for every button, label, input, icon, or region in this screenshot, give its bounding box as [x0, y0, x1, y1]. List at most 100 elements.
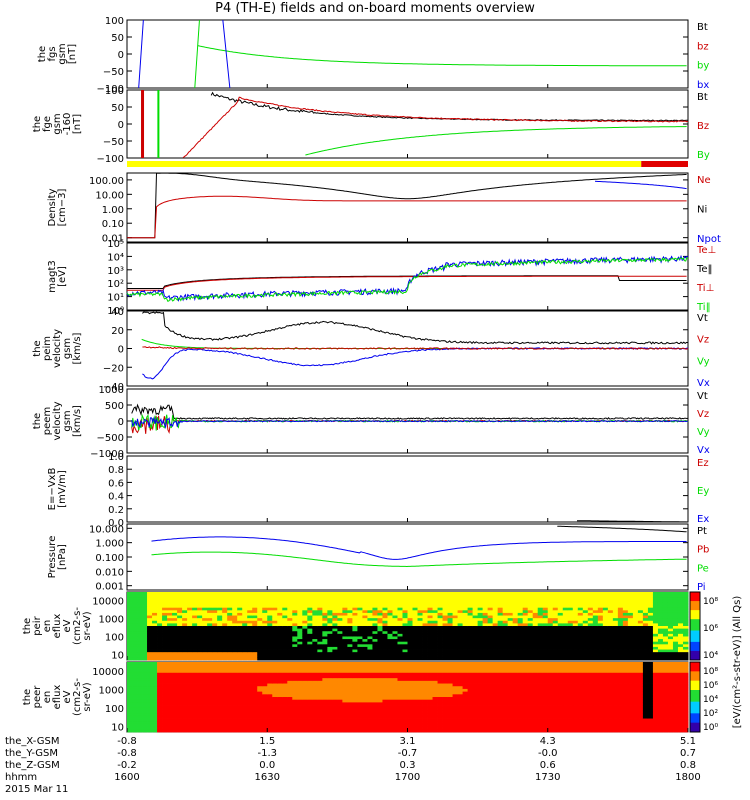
spec-cell: [187, 691, 193, 695]
spec-cell: [352, 646, 358, 650]
spec-cell: [462, 592, 469, 596]
spec-cell: [227, 610, 233, 614]
spec-cell: [542, 654, 549, 658]
spec-cell: [332, 707, 338, 711]
spec-cell: [237, 662, 243, 666]
spec-cell: [432, 726, 438, 730]
spec-cell: [582, 623, 589, 627]
spec-cell: [357, 612, 363, 616]
spec-cell: [522, 657, 529, 661]
spec-cell: [162, 657, 168, 661]
spec-cell: [302, 602, 308, 606]
spec-cell: [357, 697, 363, 701]
spec-cell: [242, 672, 248, 676]
spec-cell: [297, 615, 303, 619]
spec-cell: [137, 657, 143, 661]
spec-cell: [392, 713, 398, 717]
spec-cell: [242, 649, 248, 653]
spec-cell: [202, 697, 208, 701]
spec-cell: [662, 620, 669, 624]
spec-cell: [142, 612, 148, 616]
spec-cell: [397, 628, 403, 632]
spec-cell: [357, 615, 363, 619]
spec-cell: [582, 633, 589, 637]
spec-cell: [377, 718, 383, 722]
spec-cell: [677, 592, 684, 596]
spec-cell: [197, 610, 203, 614]
spec-cell: [607, 612, 614, 616]
spec-cell: [237, 594, 243, 598]
spec-cell: [457, 615, 463, 619]
spec-cell: [212, 620, 218, 624]
spec-cell: [437, 688, 443, 693]
spec-cell: [437, 592, 443, 596]
spec-cell: [287, 618, 293, 622]
spec-cell: [462, 713, 469, 717]
spec-cell: [387, 710, 393, 714]
spec-cell: [262, 697, 268, 701]
spec-cell: [552, 599, 559, 603]
spec-cell: [312, 702, 318, 706]
spec-cell: [472, 697, 479, 701]
spec-cell: [647, 646, 654, 650]
spec-cell: [242, 592, 248, 596]
spec-cell: [542, 652, 549, 656]
spec-cell: [612, 615, 619, 619]
series-peem-vt: [131, 403, 689, 420]
spec-cell: [207, 631, 213, 635]
spec-cell: [642, 618, 649, 622]
spec-cell: [592, 633, 599, 637]
spec-cell: [232, 697, 238, 701]
spec-cell: [507, 631, 514, 635]
spec-cell: [462, 599, 469, 603]
spec-cell: [272, 641, 278, 645]
spec-cell: [212, 594, 218, 598]
spec-cell: [392, 664, 398, 668]
spec-cell: [192, 729, 198, 733]
spec-cell: [187, 657, 193, 661]
spec-cell: [412, 691, 418, 695]
spec-cell: [222, 688, 228, 693]
spec-cell: [252, 592, 258, 596]
spec-cell: [222, 715, 228, 719]
spec-cell: [127, 718, 133, 722]
spec-cell: [552, 592, 559, 596]
spec-cell: [197, 605, 203, 609]
spec-cell: [472, 691, 479, 695]
spec-cell: [272, 646, 278, 650]
spec-cell: [287, 694, 293, 698]
spec-cell: [177, 729, 183, 733]
spec-cell: [462, 636, 469, 640]
spec-cell: [157, 691, 163, 695]
spec-cell: [587, 628, 594, 632]
spec-cell: [402, 592, 408, 596]
spec-cell: [427, 723, 433, 728]
spec-cell: [562, 657, 569, 661]
spec-cell: [267, 652, 273, 656]
ylabel-text: the: [22, 618, 33, 634]
spec-cell: [272, 723, 278, 728]
spec-cell: [247, 633, 253, 637]
spec-cell: [262, 636, 268, 640]
spec-cell: [627, 636, 634, 640]
spec-cell: [232, 707, 238, 711]
spec-cell: [472, 657, 479, 661]
spec-cell: [372, 641, 378, 645]
spec-cell: [187, 686, 193, 690]
spec-cell: [517, 607, 524, 611]
spec-cell: [457, 675, 463, 679]
spec-cell: [547, 623, 554, 627]
spec-cell: [557, 654, 564, 658]
spec-cell: [407, 597, 413, 601]
spec-cell: [537, 592, 544, 596]
spec-cell: [152, 715, 158, 719]
spec-cell: [407, 710, 413, 714]
spec-cell: [377, 615, 383, 619]
spec-cell: [482, 592, 489, 596]
spec-cell: [437, 639, 443, 643]
spec-cell: [512, 652, 519, 656]
spec-cell: [177, 664, 183, 668]
spec-cell: [467, 646, 474, 650]
spec-cell: [402, 705, 408, 709]
spec-cell: [447, 612, 453, 616]
